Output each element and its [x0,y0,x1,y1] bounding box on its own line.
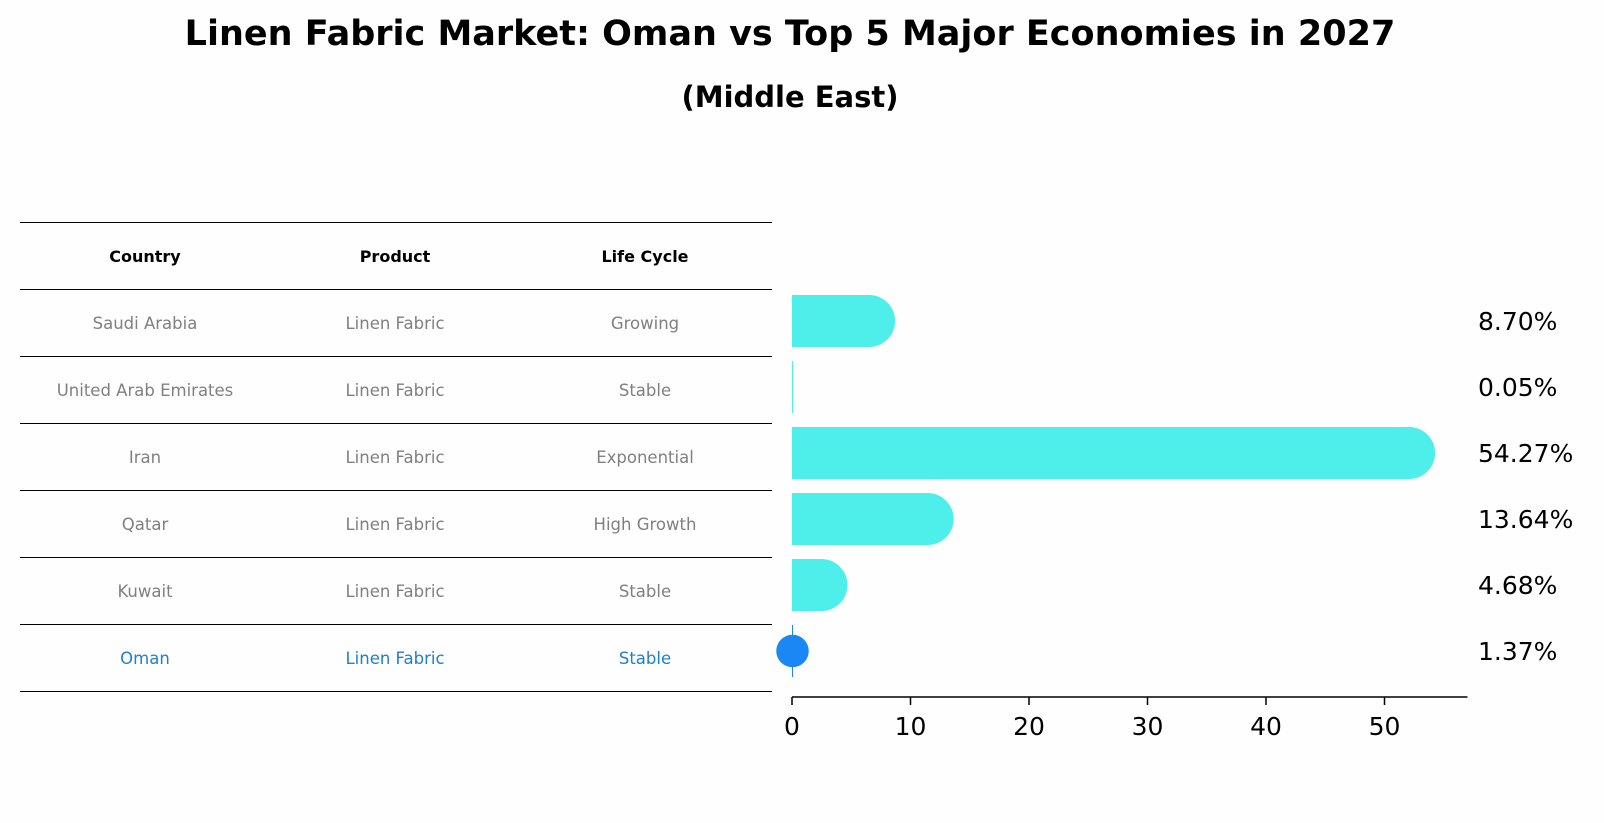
country-cell: United Arab Emirates [56,380,234,400]
life-cycle-cell: Stable [618,380,672,400]
data-label: 54.27% [1478,439,1573,468]
bar-cap [843,295,896,347]
country-cell: Saudi Arabia [92,313,198,333]
life-cycle-cell: High Growth [593,514,697,534]
life-cycle-cell: Stable [618,648,672,668]
x-tick-label: 40 [1250,712,1282,741]
life-cycle-cell: Stable [618,581,672,601]
product-cell: Linen Fabric [345,514,445,534]
table-row: Kuwait Linen Fabric Stable [20,557,772,624]
x-tick-label: 30 [1132,712,1164,741]
chart-subtitle: (Middle East) [681,80,899,114]
data-label: 4.68% [1478,571,1557,600]
country-table: Country Product Life Cycle Saudi Arabia … [20,222,772,692]
table-row: Saudi Arabia Linen Fabric Growing [20,289,772,356]
table-row: United Arab Emirates Linen Fabric Stable [20,356,772,423]
bar-cap [795,559,848,611]
header-country: Country [109,246,181,266]
bar-cap [1383,427,1436,479]
x-tick-label: 0 [784,712,800,741]
table-header-row: Country Product Life Cycle [20,222,772,289]
table-row: Qatar Linen Fabric High Growth [20,490,772,557]
product-cell: Linen Fabric [345,313,445,333]
data-label: 8.70% [1478,307,1557,336]
table-row-highlighted: Oman Linen Fabric Stable [20,624,772,692]
product-cell: Linen Fabric [345,380,445,400]
life-cycle-cell: Exponential [596,447,694,467]
bar-cap [776,634,809,668]
header-product: Product [359,246,431,266]
data-label: 1.37% [1478,637,1557,666]
country-cell: Oman [120,648,170,668]
chart-title: Linen Fabric Market: Oman vs Top 5 Major… [184,14,1396,54]
x-tick-label: 50 [1369,712,1401,741]
product-cell: Linen Fabric [345,648,445,668]
header-life-cycle: Life Cycle [601,246,689,266]
data-label: 13.64% [1478,505,1573,534]
bar [792,361,793,413]
x-tick-label: 20 [1013,712,1045,741]
x-tick-label: 10 [895,712,927,741]
country-cell: Kuwait [117,581,173,601]
table-row: Iran Linen Fabric Exponential [20,423,772,490]
bar-cap [901,493,954,545]
country-cell: Iran [128,447,162,467]
life-cycle-cell: Growing [610,313,680,333]
data-label: 0.05% [1478,373,1557,402]
product-cell: Linen Fabric [345,581,445,601]
product-cell: Linen Fabric [345,447,445,467]
country-cell: Qatar [121,514,169,534]
bar [792,427,1410,479]
